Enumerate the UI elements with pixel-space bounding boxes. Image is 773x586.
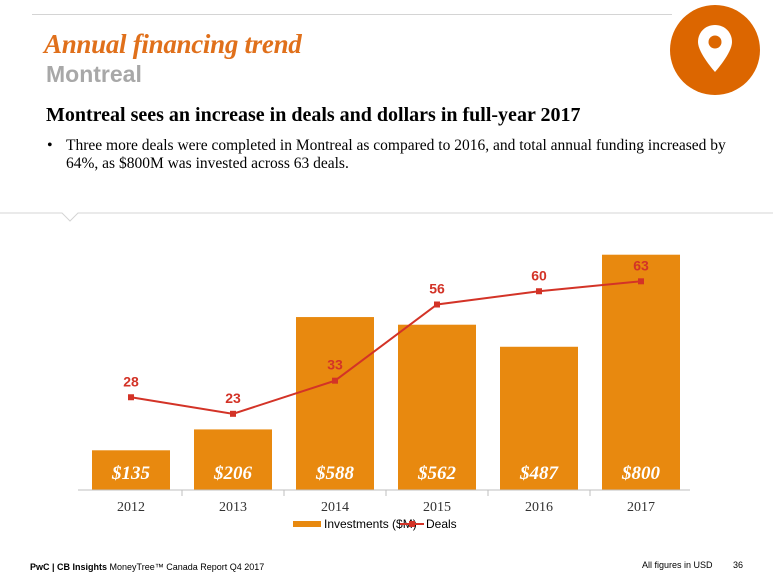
page-subtitle: Montreal [46, 61, 142, 87]
top-rule [32, 14, 672, 15]
tick-label-2014: 2014 [321, 500, 349, 515]
page-number: 36 [733, 560, 744, 570]
bar-label-2014: $588 [315, 463, 355, 484]
headline: Montreal sees an increase in deals and d… [46, 104, 581, 126]
bar-2013 [194, 429, 272, 490]
tick-label-2013: 2013 [219, 500, 247, 515]
location-pin-icon [698, 25, 732, 72]
bar-label-2017: $800 [621, 463, 661, 484]
bar-label-2016: $487 [519, 463, 560, 484]
bullet-marker: • [47, 137, 53, 154]
legend-swatch-investments [293, 521, 321, 527]
footer-source: PwC | CB Insights MoneyTree™ Canada Repo… [30, 562, 264, 572]
legend-label-deals: Deals [426, 517, 457, 531]
bar-2014 [296, 317, 374, 490]
tick-label-2016: 2016 [525, 500, 553, 515]
chart-legend: Investments ($M) Deals [293, 517, 457, 531]
deals-label-2014: 33 [327, 357, 343, 373]
tick-label-2017: 2017 [627, 500, 655, 515]
deals-label-2015: 56 [429, 281, 445, 297]
bar-2017 [602, 254, 680, 490]
legend-label-investments: Investments ($M) [324, 517, 417, 531]
footer-brand: PwC | CB Insights [30, 562, 108, 572]
deals-label-2013: 23 [225, 390, 241, 406]
deals-marker-2017 [638, 278, 644, 285]
deals-line [130, 280, 642, 415]
deals-label-2017: 63 [633, 257, 649, 273]
deals-marker-2015 [434, 301, 440, 308]
deals-marker-2014 [332, 377, 338, 384]
bar-2016 [500, 346, 578, 490]
bar-2015 [398, 324, 476, 490]
bar-label-2015: $562 [417, 463, 457, 484]
bar-label-2012: $135 [111, 463, 151, 484]
deals-marker-2012 [128, 394, 134, 401]
legend-marker-deals [409, 521, 415, 527]
deals-label-2012: 28 [123, 373, 139, 389]
page-title: Annual financing trend [44, 29, 302, 59]
tick-label-2012: 2012 [117, 500, 145, 515]
location-badge [670, 5, 760, 95]
bar-2012 [92, 450, 170, 490]
tick-label-2015: 2015 [423, 500, 451, 515]
deals-label-2016: 60 [531, 267, 547, 283]
financing-chart: $135 $206 $588 $562 $487 $800 2012 2013 2014 201… [78, 254, 690, 531]
footer-note: All figures in USD [642, 560, 713, 570]
bar-label-2013: $206 [213, 463, 253, 484]
deals-marker-2013 [230, 410, 236, 417]
section-divider [0, 212, 773, 222]
bullet-text: Three more deals were completed in Montr… [66, 137, 726, 172]
deals-marker-2016 [536, 288, 542, 295]
footer-report: MoneyTree™ Canada Report Q4 2017 [107, 562, 265, 572]
